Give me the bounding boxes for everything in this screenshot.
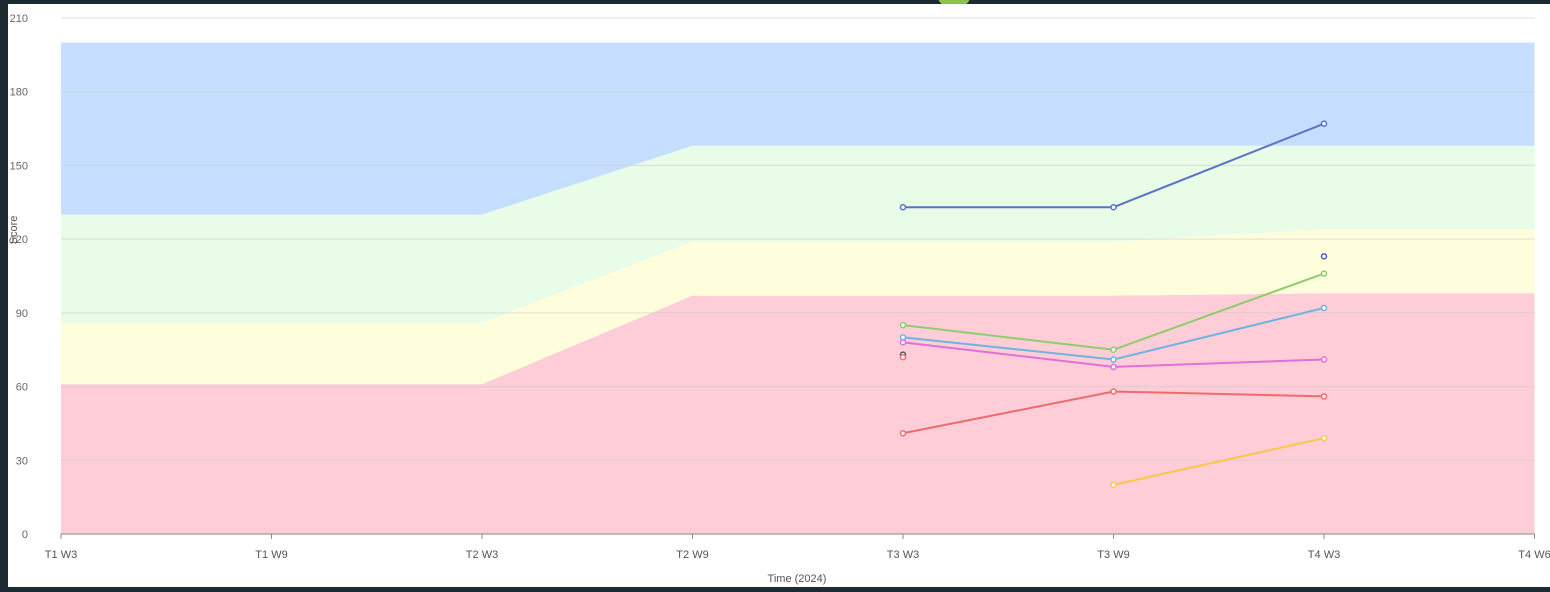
series-point[interactable] — [1320, 270, 1328, 277]
x-tick-label: T3 W3 — [887, 549, 919, 561]
x-tick-label: T1 W3 — [45, 549, 77, 561]
series-point[interactable] — [1320, 434, 1328, 442]
gridlines — [61, 17, 1535, 535]
series-point[interactable] — [899, 203, 907, 211]
series-point[interactable] — [1320, 393, 1328, 400]
series-point[interactable] — [1320, 304, 1328, 312]
x-tick-label: T2 W3 — [466, 549, 498, 561]
y-tick-label: 120 — [10, 234, 28, 246]
x-tick-label: T3 W9 — [1097, 549, 1129, 561]
window-top-bar — [0, 0, 1550, 4]
series-point[interactable] — [1320, 253, 1328, 260]
y-tick-label: 90 — [16, 308, 28, 320]
y-tick-label: 60 — [16, 382, 28, 394]
series-point[interactable] — [899, 430, 907, 437]
band-1 — [61, 229, 1535, 385]
series-point[interactable] — [1110, 481, 1117, 489]
y-tick-label: 30 — [16, 455, 28, 467]
series-point[interactable] — [899, 321, 907, 329]
series-point[interactable] — [899, 339, 907, 346]
y-tick-label: 180 — [10, 87, 28, 99]
y-axis-title: Score — [8, 216, 20, 245]
series-points — [899, 120, 1328, 489]
y-tick-label: 150 — [10, 160, 28, 172]
x-tick-label: T4 W6 — [1518, 549, 1550, 561]
series-point[interactable] — [1320, 356, 1328, 363]
x-tick-label: T2 W9 — [676, 549, 708, 561]
chart-panel: 0 30 60 90 120 150 180 210 T1 W3 T1 W9 T2 W3 T2 W9 T… — [8, 4, 1550, 587]
window-left-edge — [0, 0, 8, 587]
series-point[interactable] — [1320, 120, 1328, 127]
series-point[interactable] — [1110, 203, 1117, 211]
band-3 — [61, 42, 1535, 215]
series-point[interactable] — [1110, 346, 1117, 353]
x-tick-label: T1 W9 — [255, 549, 287, 561]
axes: 0 30 60 90 120 150 180 210 T1 W3 T1 W9 T2 W3 T2 W9 T… — [10, 13, 1550, 561]
series-line-5 — [1113, 437, 1325, 486]
series-point[interactable] — [1110, 363, 1117, 371]
series-point[interactable] — [1110, 388, 1117, 395]
x-tick-label: T4 W3 — [1308, 549, 1340, 561]
series-point[interactable] — [1110, 356, 1117, 363]
band-2 — [61, 145, 1535, 323]
series-point[interactable] — [899, 353, 907, 361]
y-tick-label: 0 — [22, 529, 28, 541]
score-line-chart: 0 30 60 90 120 150 180 210 T1 W3 T1 W9 T2 W3 T2 W9 T… — [8, 13, 1550, 585]
x-axis-title: Time (2024) — [768, 573, 827, 585]
y-tick-label: 210 — [10, 13, 28, 25]
